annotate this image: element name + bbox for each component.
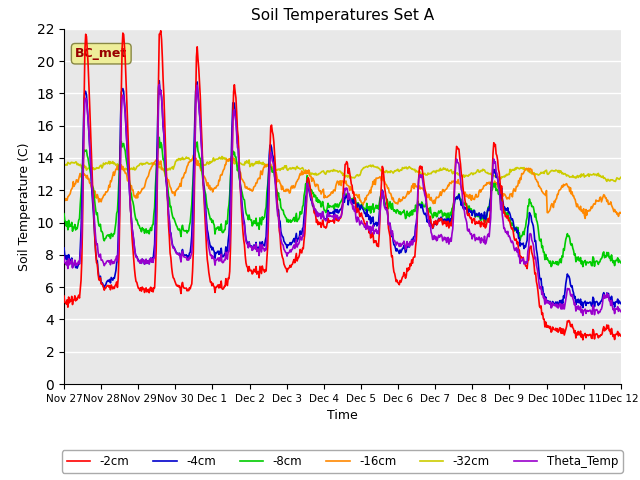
-2cm — [214, 282, 222, 288]
Theta_Temp — [156, 82, 163, 87]
-4cm — [60, 245, 68, 251]
-4cm — [579, 305, 587, 311]
-8cm — [185, 228, 193, 234]
-32cm — [617, 174, 625, 180]
-16cm — [428, 194, 435, 200]
Theta_Temp — [60, 253, 68, 259]
-16cm — [184, 162, 192, 168]
-4cm — [411, 233, 419, 239]
Y-axis label: Soil Temperature (C): Soil Temperature (C) — [18, 142, 31, 271]
X-axis label: Time: Time — [327, 409, 358, 422]
Theta_Temp — [185, 257, 193, 263]
-8cm — [127, 192, 135, 197]
-4cm — [428, 222, 435, 228]
-8cm — [214, 224, 222, 230]
-16cm — [411, 181, 419, 187]
Line: -16cm: -16cm — [64, 156, 621, 218]
-2cm — [70, 297, 78, 303]
-32cm — [411, 167, 419, 172]
-32cm — [612, 179, 620, 184]
-16cm — [127, 183, 135, 189]
-2cm — [127, 221, 135, 227]
Theta_Temp — [127, 216, 135, 221]
Theta_Temp — [617, 309, 625, 314]
-2cm — [579, 337, 587, 343]
Theta_Temp — [411, 239, 419, 244]
-16cm — [581, 216, 589, 221]
Line: -2cm: -2cm — [64, 31, 621, 340]
-2cm — [411, 254, 419, 260]
-16cm — [189, 153, 197, 158]
-8cm — [428, 211, 435, 216]
-32cm — [428, 171, 435, 177]
Line: Theta_Temp: Theta_Temp — [64, 84, 621, 315]
Title: Soil Temperatures Set A: Soil Temperatures Set A — [251, 9, 434, 24]
Theta_Temp — [579, 312, 587, 318]
-2cm — [185, 288, 193, 294]
-2cm — [617, 333, 625, 339]
-4cm — [185, 254, 193, 260]
-4cm — [70, 262, 78, 267]
-2cm — [157, 28, 164, 34]
-4cm — [127, 216, 135, 222]
Text: BC_met: BC_met — [75, 47, 127, 60]
Line: -8cm: -8cm — [64, 137, 621, 266]
-16cm — [60, 201, 68, 206]
-32cm — [127, 165, 135, 171]
-2cm — [60, 293, 68, 299]
Theta_Temp — [428, 229, 435, 235]
-32cm — [218, 154, 226, 159]
-4cm — [617, 300, 625, 306]
-4cm — [214, 248, 222, 254]
-8cm — [617, 260, 625, 265]
Theta_Temp — [70, 261, 78, 267]
-8cm — [156, 134, 163, 140]
-8cm — [60, 211, 68, 216]
-2cm — [428, 220, 435, 226]
Line: -32cm: -32cm — [64, 156, 621, 181]
-16cm — [214, 182, 222, 188]
-32cm — [184, 156, 192, 161]
-32cm — [214, 156, 221, 162]
-16cm — [617, 210, 625, 216]
-8cm — [579, 264, 587, 269]
Legend: -2cm, -4cm, -8cm, -16cm, -32cm, Theta_Temp: -2cm, -4cm, -8cm, -16cm, -32cm, Theta_Te… — [62, 450, 623, 473]
-4cm — [156, 78, 163, 84]
Line: -4cm: -4cm — [64, 81, 621, 308]
-8cm — [411, 209, 419, 215]
-16cm — [70, 183, 78, 189]
-8cm — [70, 225, 78, 231]
-32cm — [60, 161, 68, 167]
-32cm — [70, 160, 78, 166]
Theta_Temp — [214, 255, 222, 261]
